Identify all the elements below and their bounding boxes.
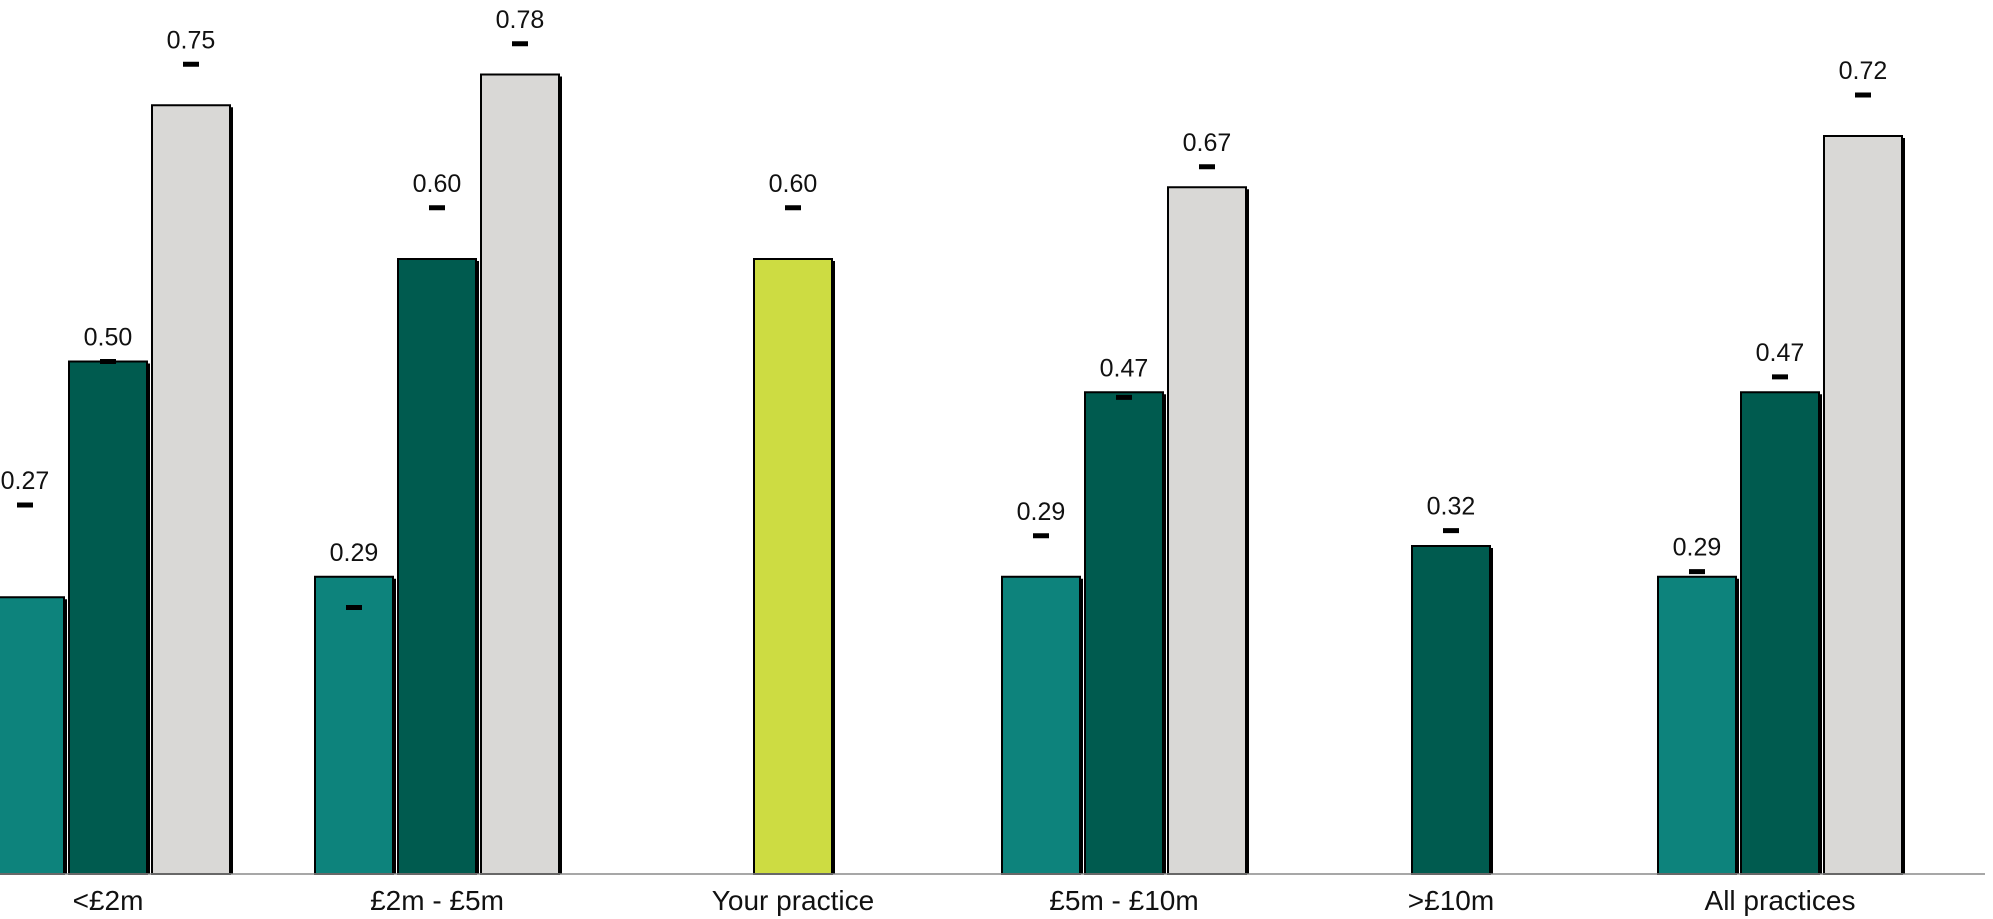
bar [480, 73, 560, 875]
marker [17, 502, 33, 508]
marker [1772, 374, 1788, 380]
marker [1116, 394, 1132, 400]
value-labels-layer: 0.27 0.50 0.75 0.29 0.60 0.78 0.60 0.29 0.47 0.67… [1, 6, 1888, 567]
category-label: Your practice [712, 885, 874, 916]
bar [753, 258, 833, 875]
category-label: £5m - £10m [1049, 885, 1198, 916]
category-label: >£10m [1408, 885, 1494, 916]
bar [1411, 545, 1491, 875]
value-label: 0.72 [1839, 57, 1888, 85]
value-label: 0.75 [167, 26, 216, 54]
category-labels-layer: <£2m £2m - £5m Your practice £5m - £10m >£10… [73, 885, 1856, 916]
value-label: 0.29 [1017, 498, 1066, 526]
category-label: <£2m [73, 885, 144, 916]
value-label: 0.47 [1100, 354, 1149, 382]
marker [1199, 164, 1215, 170]
value-label: 0.29 [330, 539, 379, 567]
bar [1740, 391, 1820, 875]
bar [1001, 575, 1081, 875]
bar [1823, 135, 1903, 875]
value-label: 0.29 [1673, 534, 1722, 562]
marker [1443, 528, 1459, 534]
value-label: 0.78 [496, 6, 545, 34]
bar [1167, 186, 1247, 875]
value-label: 0.47 [1756, 339, 1805, 367]
bar [151, 104, 231, 875]
markers-layer [17, 41, 1871, 610]
bar [314, 575, 394, 875]
bar [0, 596, 65, 875]
value-label: 0.60 [769, 170, 818, 198]
bar [68, 360, 148, 875]
marker [100, 359, 116, 364]
bar [1084, 391, 1164, 875]
bar [1657, 575, 1737, 875]
marker [429, 205, 445, 211]
value-label: 0.50 [84, 324, 133, 352]
value-label: 0.32 [1427, 493, 1476, 521]
marker [346, 605, 362, 610]
value-label: 0.67 [1183, 129, 1232, 157]
marker [512, 41, 528, 47]
bars-layer [0, 73, 1905, 875]
marker [1689, 569, 1705, 575]
marker [1033, 533, 1049, 539]
category-label: All practices [1705, 885, 1856, 916]
marker [183, 61, 199, 67]
bar [397, 258, 477, 875]
category-label: £2m - £5m [370, 885, 504, 916]
marker [785, 205, 801, 211]
value-label: 0.27 [1, 467, 50, 495]
value-label: 0.60 [413, 170, 462, 198]
marker [1855, 92, 1871, 98]
